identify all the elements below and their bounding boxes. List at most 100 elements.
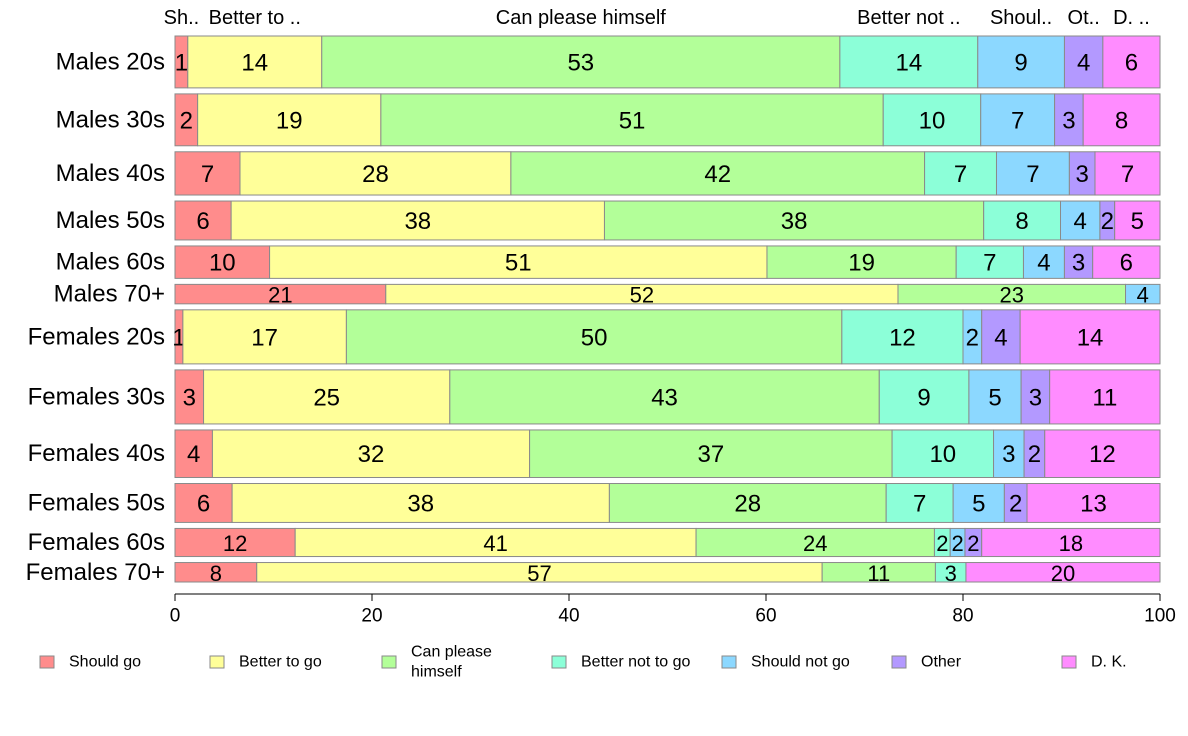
bar-segment <box>294 527 697 558</box>
bar-segment <box>1092 245 1161 279</box>
data-label: 9 <box>1014 49 1027 76</box>
data-label: 43 <box>651 384 678 411</box>
data-label: 2 <box>1028 441 1041 468</box>
bar-segment <box>608 483 887 523</box>
data-label: 19 <box>848 250 875 277</box>
bar-segment <box>230 200 605 241</box>
data-label: 4 <box>994 324 1007 351</box>
data-label: 51 <box>505 250 532 277</box>
category-label: Females 60s <box>28 529 165 556</box>
legend: Should go Better to go Can please himself Be… <box>39 644 1127 681</box>
top-category-label: D. .. <box>1113 7 1150 29</box>
data-label: 38 <box>781 208 808 235</box>
bar-segment <box>995 151 1070 196</box>
bar-segment <box>231 483 610 523</box>
legend-label-line: himself <box>411 664 462 681</box>
data-label: 4 <box>1137 283 1149 308</box>
data-label: 28 <box>362 161 389 188</box>
data-label: 3 <box>1076 161 1089 188</box>
data-label: 4 <box>1077 49 1090 76</box>
legend-swatch <box>551 655 567 669</box>
data-label: 11 <box>867 561 890 586</box>
bar-segment <box>1026 483 1161 523</box>
bar-segment <box>1054 93 1084 147</box>
bar-segment <box>174 429 213 479</box>
data-label: 2 <box>936 531 948 556</box>
data-label: 2 <box>967 531 979 556</box>
bar-segment <box>695 527 935 558</box>
category-label: Males 20s <box>56 48 165 75</box>
bar-segment <box>980 93 1056 147</box>
category-label: Females 50s <box>28 489 165 516</box>
bar-segment <box>1082 93 1161 147</box>
top-category-label: Ot.. <box>1068 7 1100 29</box>
top-category-label: Better not .. <box>857 7 960 29</box>
bar-segment <box>968 369 1022 425</box>
legend-item: D. K. <box>1061 654 1127 671</box>
category-label: Males 30s <box>56 106 165 133</box>
data-label: 4 <box>1037 250 1050 277</box>
bar-segment <box>885 483 954 523</box>
legend-label: Should not go <box>751 654 850 671</box>
top-category-label: Can please himself <box>496 7 667 29</box>
bar-row: Females 20s 1 17 50 12 2 4 14 <box>28 309 1161 365</box>
bar-segment <box>1063 35 1104 89</box>
bar-segment <box>1019 309 1161 365</box>
x-tick-label: 60 <box>755 606 776 627</box>
legend-label-line: Can please <box>411 644 492 661</box>
legend-swatch <box>39 655 55 669</box>
bar-segment <box>187 35 323 89</box>
data-label: 2 <box>1101 208 1114 235</box>
legend-label: D. K. <box>1091 654 1127 671</box>
data-label: 51 <box>619 107 646 134</box>
legend-item: Can please himself <box>381 644 492 681</box>
category-label: Females 40s <box>28 440 165 467</box>
legend-swatch <box>209 655 225 669</box>
bar-segment <box>891 429 995 479</box>
data-label: 2 <box>951 531 963 556</box>
data-label: 10 <box>209 250 236 277</box>
data-label: 6 <box>197 490 210 517</box>
x-tick-label: 40 <box>558 606 579 627</box>
bar-row: Males 50s 6 38 38 8 4 2 5 <box>56 200 1161 241</box>
bar-segment <box>1125 283 1161 305</box>
bar-segment <box>1049 369 1161 425</box>
data-label: 2 <box>1009 490 1022 517</box>
bar-segment <box>174 151 241 196</box>
x-tick-label: 20 <box>361 606 382 627</box>
category-label: Females 30s <box>28 383 165 410</box>
data-label: 13 <box>1080 490 1107 517</box>
legend-label: Better to go <box>239 654 322 671</box>
data-label: 21 <box>268 283 292 308</box>
bar-segment <box>1022 245 1065 279</box>
x-tick-label: 80 <box>952 606 973 627</box>
category-label: Males 70+ <box>54 281 165 308</box>
data-label: 10 <box>929 441 956 468</box>
bar-segment <box>1068 151 1096 196</box>
data-label: 4 <box>187 441 200 468</box>
bar-segment <box>766 245 957 279</box>
bar-row: Females 30s 3 25 43 9 5 3 11 <box>28 369 1161 425</box>
category-label: Females 20s <box>28 323 165 350</box>
data-label: 20 <box>1051 561 1075 586</box>
data-label: 6 <box>1120 250 1133 277</box>
bar-segment <box>203 369 451 425</box>
bar-segment <box>993 429 1025 479</box>
bar-row: Females 40s 4 32 37 10 3 2 12 <box>28 429 1161 479</box>
bar-segment <box>839 35 979 89</box>
legend-label: Can please himself <box>411 644 492 681</box>
legend-item: Better to go <box>209 654 322 671</box>
data-label: 37 <box>697 441 724 468</box>
data-label: 18 <box>1059 531 1083 556</box>
legend-label: Should go <box>69 654 141 671</box>
data-label: 57 <box>527 561 551 586</box>
data-label: 12 <box>223 531 247 556</box>
bar-row: Males 60s 10 51 19 7 4 3 6 <box>56 245 1161 279</box>
bar-segment <box>965 562 1161 583</box>
data-label: 32 <box>358 441 385 468</box>
bar-row: Females 70+ 8 57 11 3 20 <box>26 559 1161 586</box>
data-label: 12 <box>889 324 916 351</box>
bar-segment <box>1102 35 1161 89</box>
category-label: Females 70+ <box>26 559 165 586</box>
